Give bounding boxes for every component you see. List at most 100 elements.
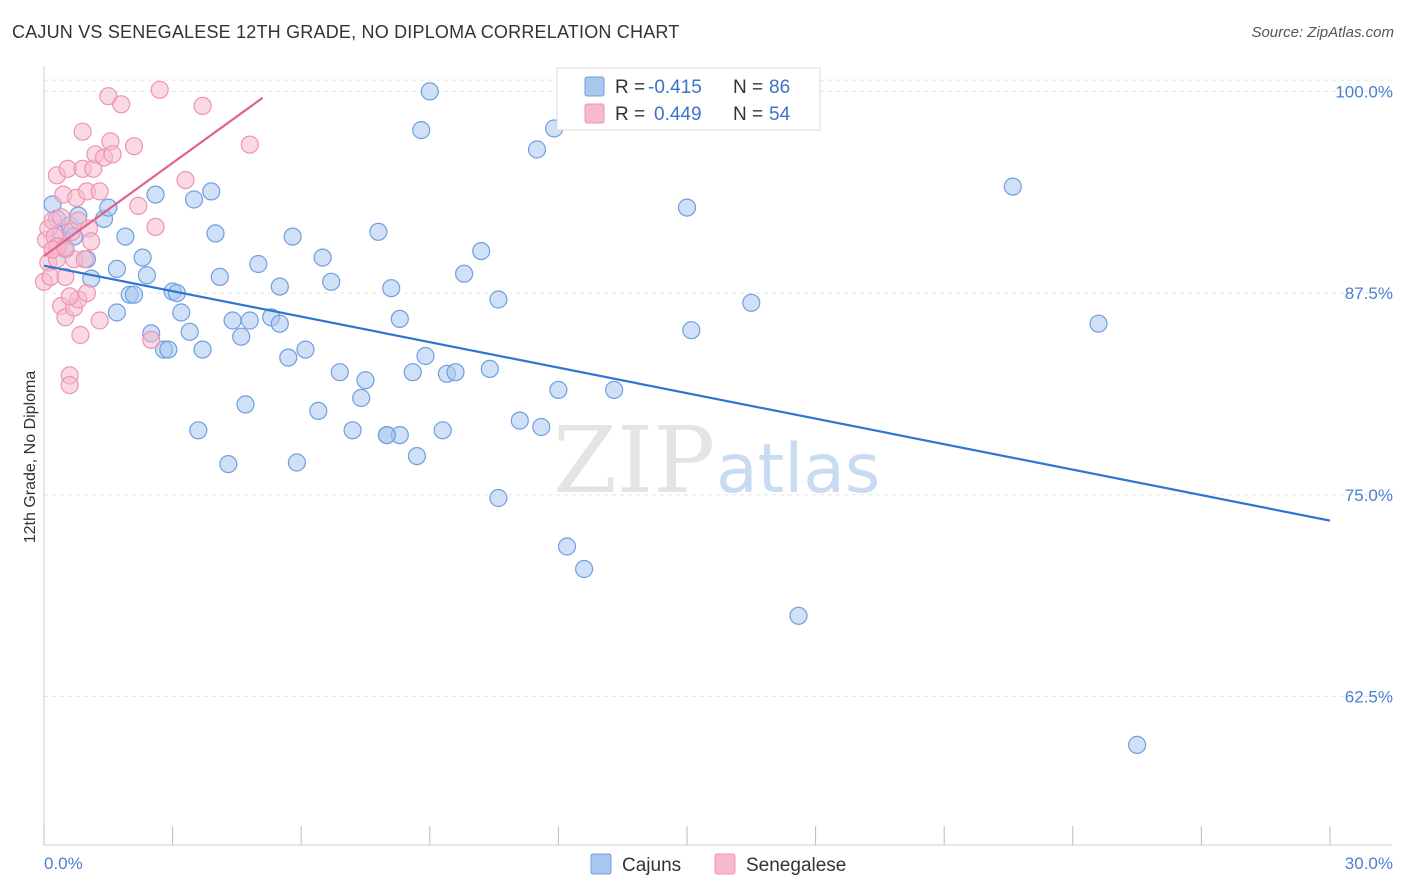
cajun-point-80 — [742, 293, 761, 312]
cajun-point-12 — [107, 259, 127, 278]
cajun-point-48 — [330, 363, 349, 382]
senegalese-point-46 — [176, 171, 195, 190]
senegalese-point-53 — [56, 238, 75, 257]
cajun-point-81 — [789, 606, 808, 625]
legend-n-value-cajun: 86 — [769, 77, 790, 98]
bottom-legend-swatch-senegalese — [714, 853, 736, 875]
cajun-point-13 — [116, 227, 135, 246]
cajun-point-47 — [322, 272, 341, 291]
cajun-point-60 — [416, 346, 435, 366]
cajun-point-62 — [433, 421, 452, 440]
cajun-point-32 — [219, 455, 238, 474]
cajun-point-51 — [356, 371, 375, 390]
senegalese-point-44 — [146, 217, 165, 236]
cajun-point-45 — [309, 401, 328, 420]
cajun-point-19 — [146, 185, 165, 204]
cajun-point-79 — [682, 321, 701, 340]
senegalese-point-48 — [240, 135, 259, 154]
y-tick-label-2: 87.5% — [1345, 284, 1393, 303]
senegalese-points — [34, 80, 259, 395]
cajun-point-29 — [202, 182, 221, 201]
cajun-point-66 — [472, 242, 491, 261]
senegalese-point-39 — [103, 145, 122, 164]
cajun-point-31 — [210, 267, 229, 286]
y-tick-label-1: 75.0% — [1345, 486, 1393, 505]
y-tick-label-0: 62.5% — [1345, 688, 1393, 707]
cajun-point-77 — [604, 380, 624, 399]
bottom-legend: Cajuns Senegalese — [590, 853, 846, 876]
cajun-point-54 — [382, 279, 401, 298]
senegalese-trend-line — [43, 96, 264, 257]
bottom-legend-swatch-cajun — [590, 853, 612, 875]
senegalese-point-18 — [60, 376, 79, 395]
watermark-atlas: atlas — [716, 430, 880, 509]
senegalese-point-49 — [75, 250, 94, 269]
cajun-point-52 — [369, 222, 388, 241]
cajun-point-84 — [1127, 735, 1147, 755]
cajun-point-78 — [677, 198, 697, 217]
y-tick-label-3: 100.0% — [1335, 82, 1393, 101]
cajun-point-64 — [446, 363, 465, 382]
cajun-point-36 — [240, 311, 259, 330]
cajun-point-41 — [279, 348, 298, 367]
cajun-point-15 — [124, 285, 144, 304]
x-tick-labels: 0.0% 30.0% — [44, 854, 1393, 873]
cajun-point-37 — [249, 254, 268, 274]
bottom-legend-label-cajun: Cajuns — [622, 855, 681, 876]
cajun-points — [43, 82, 1147, 755]
senegalese-point-37 — [99, 87, 118, 106]
legend-swatch-senegalese — [584, 103, 605, 124]
cajun-point-43 — [287, 453, 306, 472]
legend-n-label-cajun: N = — [733, 77, 763, 98]
cajun-point-58 — [407, 447, 426, 466]
legend: R = -0.415 N = 86 R = 0.449 N = 54 — [556, 67, 821, 131]
cajun-point-42 — [283, 227, 302, 246]
senegalese-point-15 — [56, 267, 75, 286]
cajun-point-40 — [270, 277, 289, 296]
senegalese-point-25 — [71, 325, 90, 345]
cajun-point-71 — [527, 140, 547, 159]
cajun-point-33 — [223, 311, 242, 330]
x-tick-label-min: 0.0% — [44, 854, 83, 873]
axes — [43, 66, 1392, 846]
senegalese-point-31 — [82, 232, 101, 251]
cajun-point-44 — [296, 340, 315, 359]
legend-r-label-senegalese: R = — [615, 104, 645, 125]
chart-source: Source: ZipAtlas.com — [1251, 24, 1394, 41]
cajun-point-67 — [480, 359, 499, 378]
cajun-point-16 — [133, 248, 152, 267]
cajun-point-27 — [189, 421, 208, 440]
senegalese-point-11 — [51, 208, 71, 227]
senegalese-point-43 — [142, 330, 161, 349]
senegalese-point-42 — [129, 196, 148, 215]
legend-r-value-cajun: -0.415 — [648, 77, 702, 98]
senegalese-point-50 — [60, 287, 79, 306]
cajun-point-74 — [549, 380, 568, 399]
legend-n-label-senegalese: N = — [733, 104, 763, 125]
cajun-point-49 — [343, 421, 362, 440]
watermark: ZIP atlas — [553, 407, 880, 514]
senegalese-point-45 — [150, 80, 169, 99]
trend-lines — [43, 96, 1331, 522]
cajun-point-72 — [532, 417, 551, 437]
cajun-point-68 — [489, 488, 508, 508]
senegalese-point-40 — [112, 95, 131, 114]
chart-title: CAJUN VS SENEGALESE 12TH GRADE, NO DIPLO… — [12, 22, 680, 42]
cajun-point-83 — [1089, 314, 1108, 333]
cajun-point-50 — [352, 388, 371, 408]
cajun-point-25 — [180, 322, 199, 341]
cajun-point-30 — [206, 224, 225, 243]
senegalese-point-41 — [124, 137, 144, 156]
cajun-point-28 — [193, 340, 212, 359]
cajun-point-56 — [390, 309, 409, 328]
cajun-point-34 — [232, 327, 251, 346]
legend-r-value-senegalese: 0.449 — [654, 104, 702, 125]
watermark-zip: ZIP — [553, 407, 715, 514]
senegalese-point-47 — [193, 96, 212, 116]
cajun-point-75 — [557, 537, 577, 556]
senegalese-point-34 — [90, 182, 109, 201]
legend-swatch-cajun — [584, 76, 605, 97]
cajun-point-17 — [137, 266, 156, 285]
cajun-point-46 — [313, 248, 332, 267]
